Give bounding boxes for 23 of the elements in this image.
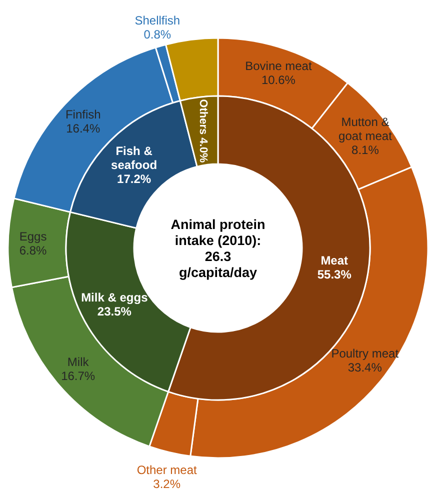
slice-label: Milk & eggs: [81, 290, 148, 305]
slice-label: Meat: [320, 254, 348, 268]
text: Animal protein intake (2010): 26.3 g/capita/day: [170, 216, 266, 280]
slice-label: Milk: [67, 355, 90, 370]
slice-label: Finfish: [65, 107, 101, 122]
slice-label: Fish & seafood: [111, 144, 158, 172]
data-label: 55.3%: [317, 268, 352, 282]
slice-label: Shellfish: [134, 13, 180, 28]
data-label: 16.4%: [66, 121, 100, 136]
slice-label: Others 4.0%: [197, 99, 210, 163]
slice-label: Other meat: [136, 463, 198, 478]
slice-label: Bovine meat: [245, 59, 312, 74]
data-label: 0.8%: [144, 27, 172, 42]
data-label: 8.1%: [352, 142, 380, 157]
slice-label: Eggs: [19, 229, 47, 244]
data-label: 33.4%: [348, 360, 382, 374]
data-label: 3.2%: [153, 477, 181, 492]
slice-label: Poultry meat: [331, 346, 400, 360]
data-label: 16.7%: [61, 369, 96, 384]
data-label: 17.2%: [117, 172, 152, 186]
data-label: 10.6%: [261, 73, 296, 88]
data-label: 23.5%: [97, 304, 132, 319]
data-label: 6.8%: [19, 243, 48, 258]
